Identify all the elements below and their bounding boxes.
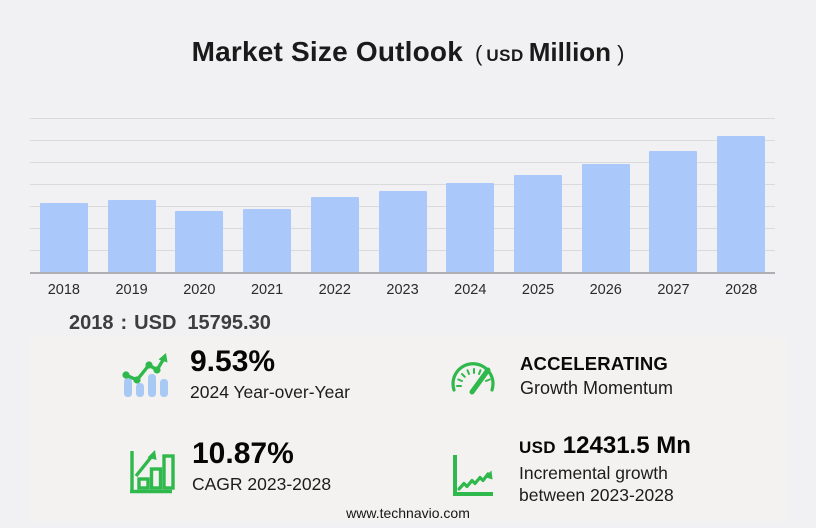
x-axis-labels: 2018 2019 2020 2021 2022 2023 2024 2025 2026 2027… xyxy=(30,282,775,298)
bar-chart-trend-icon xyxy=(117,348,171,407)
stat-growth-momentum: ACCELERATING Growth Momentum xyxy=(447,352,673,404)
title-main: Market Size Outlook xyxy=(191,36,464,67)
x-axis-label-2022: 2022 xyxy=(318,282,351,298)
bar-slot xyxy=(640,104,708,272)
bar-2019 xyxy=(107,199,156,272)
x-axis-label-2024: 2024 xyxy=(454,282,487,298)
bar-slot xyxy=(301,104,369,272)
annotation-currency: USD xyxy=(134,312,177,334)
x-axis-label-2023: 2023 xyxy=(386,282,419,298)
x-axis-label-2020: 2020 xyxy=(183,282,216,298)
bar-slot xyxy=(436,104,504,272)
bar-2022 xyxy=(310,197,359,272)
x-axis-label-2026: 2026 xyxy=(589,282,622,298)
x-axis-label-2027: 2027 xyxy=(657,282,690,298)
cagr-label: CAGR 2023-2028 xyxy=(192,474,332,494)
line-growth-icon xyxy=(446,451,496,506)
gridline xyxy=(30,140,775,141)
bar-2018 xyxy=(39,202,88,272)
cagr-value: 10.87% xyxy=(192,437,294,470)
x-axis-label-2019: 2019 xyxy=(115,282,148,298)
bar-chart-plot-area xyxy=(30,104,775,274)
gridline xyxy=(30,118,775,119)
annotation-amount: 15795.30 xyxy=(187,312,271,334)
page-title: Market Size Outlook ( USD Million ) xyxy=(0,36,816,68)
incremental-value: 12431.5 Mn xyxy=(562,432,691,459)
bar-2024 xyxy=(446,183,495,272)
annotation-separator: : xyxy=(120,312,128,334)
speedometer-icon xyxy=(447,355,499,404)
gridline xyxy=(30,162,775,163)
x-axis-label-2028: 2028 xyxy=(725,282,758,298)
footer-url[interactable]: www.technavio.com xyxy=(346,505,470,521)
bar-2023 xyxy=(378,191,427,272)
x-axis-baseline xyxy=(30,272,775,274)
title-currency: USD xyxy=(486,46,524,65)
incremental-label-line1: Incremental growth xyxy=(519,463,668,483)
x-axis-label-2021: 2021 xyxy=(250,282,284,298)
x-axis-label-2018: 2018 xyxy=(47,282,80,298)
bar-2027 xyxy=(649,150,698,272)
incremental-label-line2: between 2023-2028 xyxy=(519,485,674,505)
bar-slot xyxy=(504,104,572,272)
base-year-annotation: 2018 : USD 15795.30 xyxy=(69,312,271,335)
momentum-title: ACCELERATING xyxy=(520,353,668,374)
bar-growth-arrow-icon xyxy=(121,442,177,503)
bar-2028 xyxy=(717,136,766,272)
title-paren-close: ) xyxy=(617,41,625,66)
bars xyxy=(30,104,775,272)
bar-slot xyxy=(369,104,437,272)
bar-slot xyxy=(707,104,775,272)
title-unit: Million xyxy=(528,37,612,67)
bar-2026 xyxy=(581,164,630,272)
bar-2020 xyxy=(175,211,224,272)
momentum-label: Growth Momentum xyxy=(520,378,674,398)
title-paren-open: ( xyxy=(475,41,483,66)
x-axis-label-2025: 2025 xyxy=(521,282,555,298)
bar-2021 xyxy=(243,208,292,272)
yoy-value: 9.53% xyxy=(190,345,276,378)
bar-slot xyxy=(30,104,98,272)
stat-cagr: 10.87% CAGR 2023-2028 xyxy=(121,438,331,503)
bar-slot xyxy=(98,104,166,272)
bar-2025 xyxy=(514,174,562,272)
yoy-label: 2024 Year-over-Year xyxy=(190,382,350,402)
bar-slot xyxy=(572,104,640,272)
gridline xyxy=(30,184,775,185)
bar-slot xyxy=(233,104,301,272)
stat-incremental-growth: USD 12431.5 Mn Incremental growth betwee… xyxy=(446,432,691,506)
bar-slot xyxy=(165,104,233,272)
annotation-year: 2018 xyxy=(69,312,114,334)
incremental-currency: USD xyxy=(519,438,556,457)
stat-yoy-growth: 9.53% 2024 Year-over-Year xyxy=(117,346,350,407)
